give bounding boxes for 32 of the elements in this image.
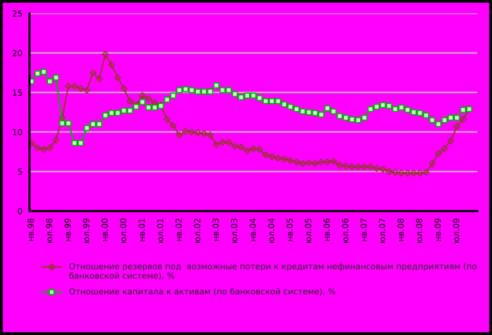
x-tick-label: юл.06 [342, 218, 348, 243]
x-tick-label: юл.00 [120, 218, 126, 243]
y-tick-label: 15 [12, 90, 22, 96]
x-tick-label: нв.05 [286, 218, 293, 241]
x-tick-label: юл.07 [379, 218, 386, 243]
x-tick-label: юл.98 [46, 218, 52, 243]
y-tick-label: 10 [12, 128, 22, 136]
x-tick-label: нв.08 [398, 218, 404, 241]
legend-label: Отношение капитала к активам (по банковской системе), % [69, 288, 336, 296]
x-tick-label: юл.09 [453, 218, 460, 243]
x-tick-label: нв.01 [138, 218, 145, 241]
y-tick-label: 20 [12, 50, 22, 56]
x-tick-label: нв.06 [324, 218, 330, 241]
legend-label: Отношение резервов под возможные потери к кредитам нефинансовым предприятиям (по банковской системе), % [69, 262, 476, 280]
x-tick-label: юл.03 [230, 218, 238, 243]
x-tick-label: нв.03 [212, 218, 219, 241]
x-tick-label: юл.04 [268, 218, 274, 243]
x-tick-label: нв.99 [64, 218, 71, 241]
x-tick-label: нв.04 [249, 218, 256, 241]
y-tick-label: 25 [12, 10, 22, 17]
y-tick-label: 0 [18, 208, 22, 214]
x-tick-label: юл.99 [82, 218, 90, 243]
x-tick-label: нв.98 [27, 218, 34, 241]
y-tick-label: 5 [18, 168, 22, 175]
x-tick-label: нв.00 [101, 218, 108, 241]
x-tick-label: юл.02 [194, 218, 200, 243]
x-tick-label: юл.05 [304, 218, 312, 243]
x-tick-label: юл.08 [416, 218, 422, 243]
x-tick-label: юл.01 [156, 218, 164, 243]
x-tick-label: нв.07 [360, 218, 367, 241]
x-tick-label: нв.09 [434, 218, 441, 241]
x-tick-label: нв.02 [175, 218, 182, 241]
